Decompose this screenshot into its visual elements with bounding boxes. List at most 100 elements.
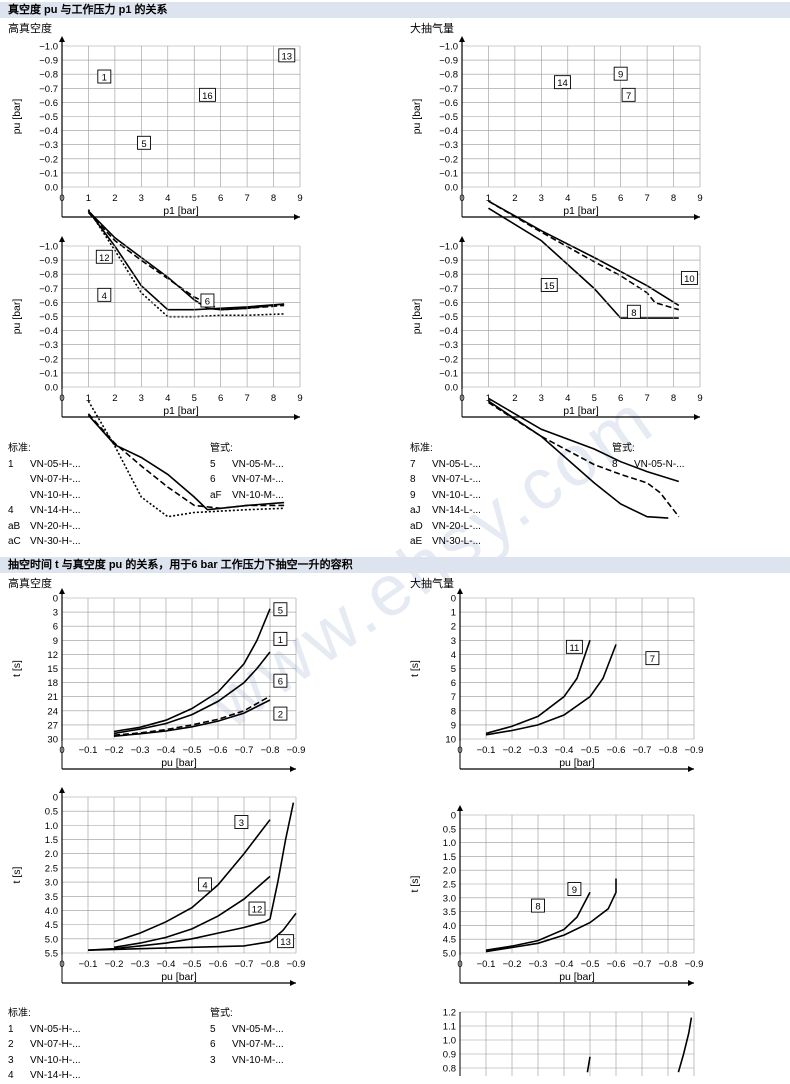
legend-entry: 3 VN-10-M-... <box>210 1053 284 1069</box>
y-tick-label: −0.9 <box>439 256 458 267</box>
x-tick-label: −0.1 <box>79 745 98 756</box>
callout-box <box>554 75 571 90</box>
legend-s1-right-tube: 管式: 8 VN-05-N-... <box>612 441 685 472</box>
y-tick-label: 0.0 <box>45 183 58 194</box>
x-axis-arrow <box>294 414 300 420</box>
legend-key: 2 <box>8 1039 14 1050</box>
legend-entry: 8 VN-07-L-... <box>410 472 481 488</box>
callout-label: 14 <box>557 78 568 89</box>
x-tick-label: 8 <box>671 393 676 404</box>
y-tick-label: 1.5 <box>443 852 456 863</box>
x-tick-label: −0.4 <box>157 959 176 970</box>
y-tick-label: 3.5 <box>45 892 58 903</box>
y-tick-label: −0.2 <box>439 354 458 365</box>
callout-label: 9 <box>618 70 623 81</box>
x-tick-label: 2 <box>512 393 517 404</box>
callout-box <box>200 293 215 308</box>
x-tick-label: −0.3 <box>131 959 150 970</box>
x-axis-label: p1 [bar] <box>163 205 199 217</box>
y-tick-label: −0.5 <box>439 112 458 123</box>
x-tick-label: −0.2 <box>503 959 522 970</box>
legend-model: VN-10-M-... <box>232 1054 284 1066</box>
y-axis-arrow <box>59 588 65 594</box>
y-tick-label: 0 <box>451 594 456 605</box>
callout-label: 5 <box>141 139 146 150</box>
legend-key: 4 <box>8 505 14 516</box>
x-tick-label: −0.6 <box>607 959 626 970</box>
y-tick-label: 0.0 <box>445 383 458 394</box>
x-tick-label: −0.1 <box>79 959 98 970</box>
y-axis-label: pu [bar] <box>11 99 23 135</box>
x-tick-label: 6 <box>218 393 223 404</box>
y-tick-label: −0.1 <box>39 168 58 179</box>
legend-entry: aF VN-10-M-... <box>210 488 284 504</box>
legend-entry: aJ VN-14-L-... <box>410 503 481 519</box>
x-tick-label: 4 <box>165 193 170 204</box>
x-axis-label: pu [bar] <box>559 757 595 769</box>
x-tick-label: 5 <box>192 393 197 404</box>
callout-box <box>567 882 582 896</box>
legend-key: 1 <box>8 458 14 470</box>
y-axis-label: pu [bar] <box>411 99 423 135</box>
x-axis-label: pu [bar] <box>161 971 197 983</box>
x-axis-label: p1 [bar] <box>163 405 199 417</box>
legend-entry: 2 VN-07-H-... <box>8 1037 81 1053</box>
subtitle-high-vacuum-1: 高真空度 <box>8 23 52 35</box>
y-tick-label: 7 <box>451 692 456 703</box>
legend-model: VN-10-L-... <box>432 489 481 501</box>
y-axis-label: t [s] <box>11 660 23 677</box>
legend-model: VN-07-M-... <box>232 474 284 485</box>
series-line-8 <box>487 397 680 483</box>
y-tick-label: 30 <box>47 735 58 746</box>
y-tick-label: 3.0 <box>443 893 456 904</box>
x-axis-arrow <box>694 414 700 420</box>
callout-box <box>273 602 288 617</box>
y-tick-label: 10 <box>445 735 456 746</box>
x-axis-arrow <box>294 214 300 220</box>
y-tick-label: −1.0 <box>39 42 58 53</box>
callout-box <box>248 901 266 916</box>
callout-box <box>680 270 698 285</box>
series-line-12 <box>87 400 285 518</box>
y-tick-label: −0.4 <box>39 126 58 137</box>
legend-s1-left-std: 标准: 1 VN-05-H-... VN-07-H-... VN-10-H-... 4 V… <box>8 441 81 550</box>
x-tick-label: 4 <box>165 393 170 404</box>
y-tick-label: −0.8 <box>39 70 58 81</box>
chart-c2: 0.0 −0.1 −0.2 −0.3 −0.4 −0.5 −0.6 −0.7 −0.8 −0.9 −… <box>411 36 703 319</box>
y-tick-label: 0.9 <box>443 1050 456 1061</box>
x-tick-label: 5 <box>592 393 597 404</box>
callout-box <box>198 87 216 102</box>
callout-label: 3 <box>239 818 244 829</box>
y-tick-label: −0.2 <box>39 154 58 165</box>
y-tick-label: −0.7 <box>39 84 58 95</box>
legend-entry: 6 VN-07-M-... <box>210 472 284 488</box>
series-line-7 <box>485 644 617 736</box>
series-line-4 <box>113 875 271 949</box>
y-tick-label: −0.2 <box>439 154 458 165</box>
legend-model: VN-07-L-... <box>432 474 481 485</box>
series-line-9 <box>485 878 617 953</box>
callout-label: 11 <box>569 643 579 654</box>
y-tick-label: 5 <box>451 664 456 675</box>
legend-entry: 9 VN-10-L-... <box>410 488 481 504</box>
x-tick-label: 7 <box>244 393 249 404</box>
legend-key: 5 <box>210 458 216 470</box>
x-axis-arrow <box>290 766 296 772</box>
y-tick-label: 12 <box>47 650 58 661</box>
callout-label: 1 <box>278 635 283 646</box>
callout-box <box>273 706 288 721</box>
callout-box <box>540 278 558 292</box>
callout-label: 7 <box>650 654 655 665</box>
callout-label: 8 <box>631 308 636 319</box>
x-axis-arrow <box>694 214 700 220</box>
legend-title: 管式: <box>210 1008 233 1019</box>
chart-c7: 5.55.04.54.03.53.02.52.01.51.00.500−0.1−… <box>11 787 305 986</box>
section-2-title: 抽空时间 t 与真空度 pu 的关系，用于6 bar 工作压力下抽空一升的容积 <box>0 557 790 573</box>
x-tick-label: 1 <box>86 393 91 404</box>
legend-model: VN-07-H-... <box>30 474 81 485</box>
y-tick-label: −0.5 <box>39 112 58 123</box>
series-line-6 <box>87 414 285 511</box>
callout-label: 13 <box>280 937 291 948</box>
x-tick-label: −0.8 <box>659 959 678 970</box>
y-tick-label: 6 <box>53 622 58 633</box>
